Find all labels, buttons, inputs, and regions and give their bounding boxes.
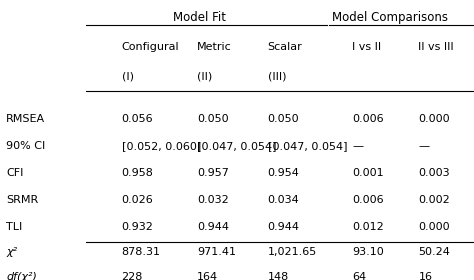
- Text: —: —: [419, 141, 429, 151]
- Text: (I): (I): [121, 72, 134, 82]
- Text: Scalar: Scalar: [268, 42, 302, 52]
- Text: 228: 228: [121, 272, 143, 280]
- Text: 64: 64: [353, 272, 366, 280]
- Text: χ²: χ²: [6, 247, 17, 257]
- Text: II vs III: II vs III: [419, 42, 454, 52]
- Text: 0.954: 0.954: [268, 168, 300, 178]
- Text: 0.006: 0.006: [353, 195, 384, 205]
- Text: 0.000: 0.000: [419, 222, 450, 232]
- Text: 878.31: 878.31: [121, 247, 161, 257]
- Text: 0.012: 0.012: [353, 222, 384, 232]
- Text: Metric: Metric: [197, 42, 232, 52]
- Text: 0.050: 0.050: [268, 114, 299, 124]
- Text: 0.056: 0.056: [121, 114, 153, 124]
- Text: [0.047, 0.054]: [0.047, 0.054]: [268, 141, 347, 151]
- Text: Configural: Configural: [121, 42, 179, 52]
- Text: 0.002: 0.002: [419, 195, 450, 205]
- Text: Model Fit: Model Fit: [173, 11, 226, 24]
- Text: 148: 148: [268, 272, 289, 280]
- Text: 0.001: 0.001: [353, 168, 384, 178]
- Text: 0.034: 0.034: [268, 195, 300, 205]
- Text: [0.052, 0.060]: [0.052, 0.060]: [121, 141, 201, 151]
- Text: 1,021.65: 1,021.65: [268, 247, 317, 257]
- Text: 16: 16: [419, 272, 432, 280]
- Text: CFI: CFI: [6, 168, 24, 178]
- Text: RMSEA: RMSEA: [6, 114, 45, 124]
- Text: 0.957: 0.957: [197, 168, 229, 178]
- Text: TLI: TLI: [6, 222, 22, 232]
- Text: SRMR: SRMR: [6, 195, 38, 205]
- Text: 0.958: 0.958: [121, 168, 154, 178]
- Text: 0.032: 0.032: [197, 195, 228, 205]
- Text: 0.050: 0.050: [197, 114, 228, 124]
- Text: 0.944: 0.944: [197, 222, 229, 232]
- Text: —: —: [353, 141, 364, 151]
- Text: 0.000: 0.000: [419, 114, 450, 124]
- Text: (II): (II): [197, 72, 212, 82]
- Text: df(χ²): df(χ²): [6, 272, 37, 280]
- Text: Model Comparisons: Model Comparisons: [332, 11, 448, 24]
- Text: 90% CI: 90% CI: [6, 141, 46, 151]
- Text: I vs II: I vs II: [353, 42, 382, 52]
- Text: 50.24: 50.24: [419, 247, 450, 257]
- Text: 0.003: 0.003: [419, 168, 450, 178]
- Text: (III): (III): [268, 72, 286, 82]
- Text: [0.047, 0.054]: [0.047, 0.054]: [197, 141, 276, 151]
- Text: 0.006: 0.006: [353, 114, 384, 124]
- Text: 971.41: 971.41: [197, 247, 236, 257]
- Text: 0.944: 0.944: [268, 222, 300, 232]
- Text: 93.10: 93.10: [353, 247, 384, 257]
- Text: 0.026: 0.026: [121, 195, 153, 205]
- Text: 0.932: 0.932: [121, 222, 154, 232]
- Text: 164: 164: [197, 272, 218, 280]
